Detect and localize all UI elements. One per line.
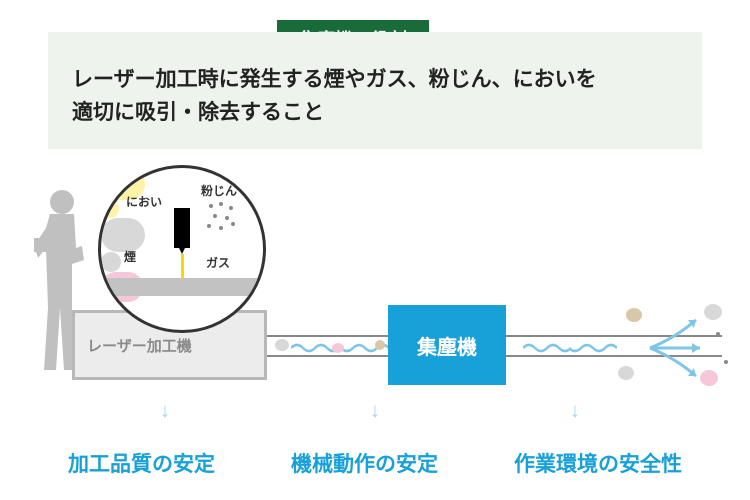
substrate-plate xyxy=(101,278,263,296)
zoom-circle: におい 粉じん 煙 ガス xyxy=(98,165,266,333)
benefit-operation: 機械動作の安定 xyxy=(291,448,438,478)
flow-wave-icon xyxy=(569,342,617,354)
odor-cloud-icon xyxy=(101,200,119,218)
dust-dot-icon xyxy=(724,360,728,364)
description-line-2: 適切に吸引・除去すること xyxy=(72,97,678,130)
dust-label: 粉じん xyxy=(201,182,237,199)
gas-cloud-icon xyxy=(101,302,119,320)
collector-label: 集塵機 xyxy=(417,331,477,360)
exit-airflow-arrows-icon xyxy=(640,308,720,388)
down-arrow-icon: ↓ xyxy=(370,400,380,423)
laser-head-icon xyxy=(174,208,190,248)
dust-particle-icon xyxy=(375,340,385,350)
description-line-1: レーザー加工時に発生する煙やガス、粉じん、においを xyxy=(72,64,678,97)
description-box: レーザー加工時に発生する煙やガス、粉じん、においを 適切に吸引・除去すること xyxy=(48,32,702,149)
gas-label: ガス xyxy=(206,254,230,271)
laser-tip-icon xyxy=(178,246,186,254)
flow-wave-icon xyxy=(523,342,571,354)
gas-particle-icon xyxy=(332,343,344,353)
smoke-label: 煙 xyxy=(124,248,136,265)
machine-label: レーザー加工機 xyxy=(87,335,192,356)
laser-beam-icon xyxy=(181,254,184,278)
down-arrow-icon: ↓ xyxy=(570,400,580,423)
smoke-cloud-icon xyxy=(101,252,121,272)
smoke-cloud-icon xyxy=(101,218,145,252)
smoke-particle-icon xyxy=(275,339,289,351)
benefit-safety: 作業環境の安全性 xyxy=(514,448,682,478)
diagram-area: レーザー加工機 におい 粉じん 煙 ガス xyxy=(0,160,750,420)
benefit-row: 加工品質の安定 機械動作の安定 作業環境の安全性 xyxy=(0,448,750,478)
down-arrow-icon: ↓ xyxy=(160,400,170,423)
benefit-quality: 加工品質の安定 xyxy=(68,448,215,478)
odor-label: におい xyxy=(126,193,162,210)
dust-collector-box: 集塵機 xyxy=(388,305,506,385)
dust-dots-icon xyxy=(207,202,237,232)
smoke-particle-icon xyxy=(618,366,634,380)
